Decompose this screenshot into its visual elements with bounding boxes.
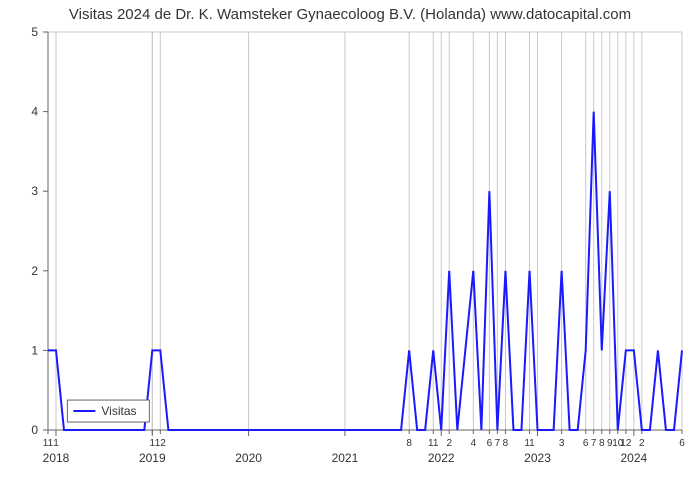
x-minor-label: 2 [639, 438, 645, 449]
x-minor-label: 8 [599, 438, 605, 449]
y-tick-label: 2 [31, 264, 38, 278]
x-minor-label: 7 [591, 438, 597, 449]
y-tick-label: 5 [31, 25, 38, 39]
x-year-label: 2022 [428, 451, 455, 465]
data-line [48, 112, 682, 430]
y-tick-label: 0 [31, 423, 38, 437]
x-minor-label: 1 [53, 438, 59, 449]
x-year-label: 2024 [620, 451, 647, 465]
y-tick-label: 3 [31, 184, 38, 198]
x-year-label: 2018 [43, 451, 70, 465]
x-minor-label: 11 [524, 438, 535, 449]
chart-svg: 0123451111128112467811367891012262018201… [0, 0, 700, 500]
plot-border [48, 32, 682, 430]
y-tick-label: 1 [31, 343, 38, 357]
x-minor-label: 7 [495, 438, 501, 449]
x-year-label: 2023 [524, 451, 551, 465]
x-minor-label: 8 [406, 438, 412, 449]
x-minor-label: 2 [446, 438, 452, 449]
x-year-label: 2021 [332, 451, 359, 465]
legend-label: Visitas [101, 404, 136, 418]
x-minor-label: 12 [155, 438, 167, 449]
x-year-label: 2019 [139, 451, 166, 465]
x-minor-label: 6 [583, 438, 589, 449]
x-minor-label: 8 [503, 438, 509, 449]
x-minor-label: 4 [471, 438, 477, 449]
chart-title: Visitas 2024 de Dr. K. Wamsteker Gynaeco… [0, 6, 700, 23]
x-minor-label: 11 [43, 438, 54, 449]
chart-container: Visitas 2024 de Dr. K. Wamsteker Gynaeco… [0, 0, 700, 500]
x-minor-label: 12 [620, 438, 632, 449]
x-minor-label: 6 [487, 438, 493, 449]
x-minor-label: 6 [679, 438, 685, 449]
x-minor-label: 11 [428, 438, 439, 449]
y-tick-label: 4 [31, 105, 38, 119]
x-minor-label: 3 [559, 438, 565, 449]
x-year-label: 2020 [235, 451, 262, 465]
